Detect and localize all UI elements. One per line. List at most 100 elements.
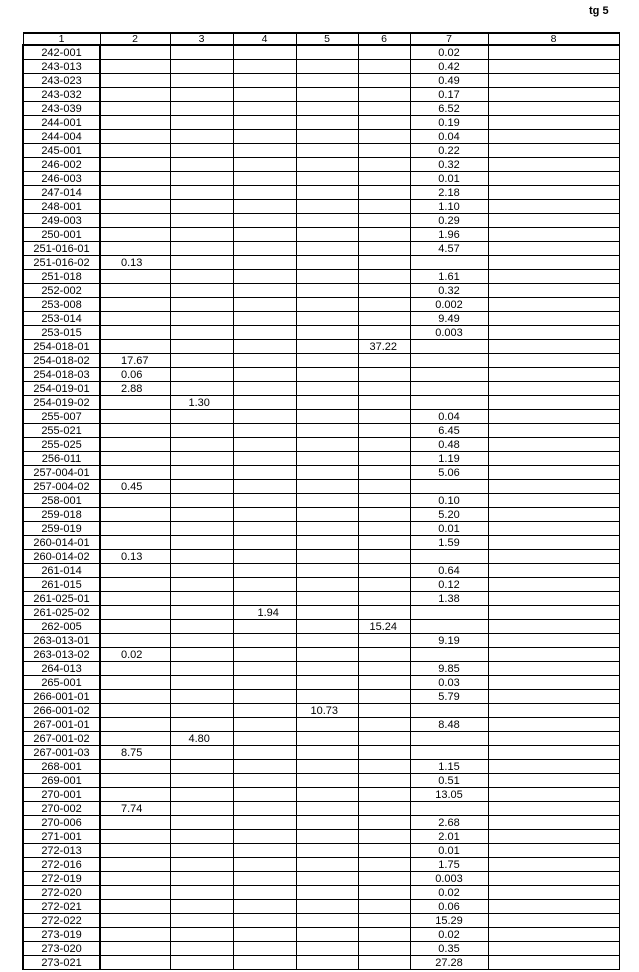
value-cell-col-7: 9.85 xyxy=(409,661,489,676)
value-cell-col-7 xyxy=(409,381,489,396)
value-cell-col-4 xyxy=(232,521,297,536)
value-cell-col-6 xyxy=(357,787,411,802)
value-cell-col-5 xyxy=(295,185,359,200)
row-id-cell: 266-001-02 xyxy=(22,703,101,718)
value-cell-col-3 xyxy=(169,129,234,144)
value-cell-col-4 xyxy=(232,59,297,74)
value-cell-col-2 xyxy=(99,535,171,550)
value-cell-col-8 xyxy=(487,703,620,718)
table-row: 260-014-01 1.59 xyxy=(22,535,620,550)
value-cell-col-8 xyxy=(487,787,620,802)
row-id-cell: 252-002 xyxy=(22,283,101,298)
value-cell-col-2 xyxy=(99,843,171,858)
value-cell-col-7: 4.57 xyxy=(409,241,489,256)
value-cell-col-3 xyxy=(169,703,234,718)
row-id-cell: 259-018 xyxy=(22,507,101,522)
value-cell-col-7: 15.29 xyxy=(409,913,489,928)
value-cell-col-3 xyxy=(169,311,234,326)
row-id-cell: 243-039 xyxy=(22,101,101,116)
value-cell-col-4 xyxy=(232,507,297,522)
table-row: 251-016-01 4.57 xyxy=(22,241,620,256)
value-cell-col-4 xyxy=(232,101,297,116)
value-cell-col-8 xyxy=(487,633,620,648)
value-cell-col-3 xyxy=(169,549,234,564)
value-cell-col-3 xyxy=(169,717,234,732)
row-id-cell: 242-001 xyxy=(22,44,101,60)
row-id-cell: 261-025-02 xyxy=(22,605,101,620)
value-cell-col-7 xyxy=(409,703,489,718)
value-cell-col-6: 37.22 xyxy=(357,339,411,354)
table-row: 251-016-02 0.13 xyxy=(22,255,620,270)
row-id-cell: 250-001 xyxy=(22,227,101,242)
value-cell-col-4 xyxy=(232,129,297,144)
value-cell-col-7: 0.04 xyxy=(409,409,489,424)
value-cell-col-7: 0.01 xyxy=(409,521,489,536)
value-cell-col-3 xyxy=(169,353,234,368)
value-cell-col-3 xyxy=(169,955,234,970)
value-cell-col-4 xyxy=(232,227,297,242)
value-cell-col-7: 2.01 xyxy=(409,829,489,844)
table-row: 253-008 0.002 xyxy=(22,297,620,312)
value-cell-col-7: 0.06 xyxy=(409,899,489,914)
value-cell-col-5 xyxy=(295,465,359,480)
value-cell-col-4 xyxy=(232,913,297,928)
table-row: 259-019 0.01 xyxy=(22,521,620,536)
table-row: 249-003 0.29 xyxy=(22,213,620,228)
value-cell-col-3 xyxy=(169,241,234,256)
table-row: 273-020 0.35 xyxy=(22,941,620,956)
row-id-cell: 272-013 xyxy=(22,843,101,858)
value-cell-col-7: 0.003 xyxy=(409,871,489,886)
value-cell-col-4 xyxy=(232,451,297,466)
value-cell-col-4 xyxy=(232,87,297,102)
value-cell-col-6 xyxy=(357,171,411,186)
value-cell-col-2 xyxy=(99,465,171,480)
table-row: 254-019-02 1.30 xyxy=(22,395,620,410)
value-cell-col-3 xyxy=(169,255,234,270)
value-cell-col-2 xyxy=(99,269,171,284)
value-cell-col-5 xyxy=(295,829,359,844)
row-id-cell: 246-002 xyxy=(22,157,101,172)
value-cell-col-5 xyxy=(295,367,359,382)
value-cell-col-2 xyxy=(99,815,171,830)
value-cell-col-7: 0.49 xyxy=(409,73,489,88)
value-cell-col-6 xyxy=(357,507,411,522)
value-cell-col-7: 0.002 xyxy=(409,297,489,312)
value-cell-col-6 xyxy=(357,493,411,508)
value-cell-col-6 xyxy=(357,199,411,214)
value-cell-col-4 xyxy=(232,73,297,88)
value-cell-col-4 xyxy=(232,717,297,732)
value-cell-col-8 xyxy=(487,731,620,746)
row-id-cell: 272-022 xyxy=(22,913,101,928)
table-row: 256-011 1.19 xyxy=(22,451,620,466)
value-cell-col-4 xyxy=(232,675,297,690)
value-cell-col-8 xyxy=(487,269,620,284)
value-cell-col-5 xyxy=(295,227,359,242)
row-id-cell: 271-001 xyxy=(22,829,101,844)
table-row: 244-001 0.19 xyxy=(22,115,620,130)
row-id-cell: 263-013-02 xyxy=(22,647,101,662)
row-id-cell: 263-013-01 xyxy=(22,633,101,648)
value-cell-col-7 xyxy=(409,731,489,746)
column-header-5: 5 xyxy=(295,32,359,46)
value-cell-col-8 xyxy=(487,73,620,88)
table-row: 263-013-01 9.19 xyxy=(22,633,620,648)
value-cell-col-4 xyxy=(232,395,297,410)
value-cell-col-8 xyxy=(487,325,620,340)
value-cell-col-8 xyxy=(487,87,620,102)
table-row: 243-023 0.49 xyxy=(22,73,620,88)
value-cell-col-7: 0.22 xyxy=(409,143,489,158)
value-cell-col-8 xyxy=(487,255,620,270)
value-cell-col-8 xyxy=(487,619,620,634)
value-cell-col-2: 7.74 xyxy=(99,801,171,816)
value-cell-col-4 xyxy=(232,927,297,942)
value-cell-col-8 xyxy=(487,549,620,564)
table-row: 244-004 0.04 xyxy=(22,129,620,144)
table-row: 260-014-02 0.13 xyxy=(22,549,620,564)
value-cell-col-7 xyxy=(409,619,489,634)
value-cell-col-4: 1.94 xyxy=(232,605,297,620)
row-id-cell: 265-001 xyxy=(22,675,101,690)
value-cell-col-4 xyxy=(232,535,297,550)
table-row: 247-014 2.18 xyxy=(22,185,620,200)
row-id-cell: 253-015 xyxy=(22,325,101,340)
table-row: 243-032 0.17 xyxy=(22,87,620,102)
